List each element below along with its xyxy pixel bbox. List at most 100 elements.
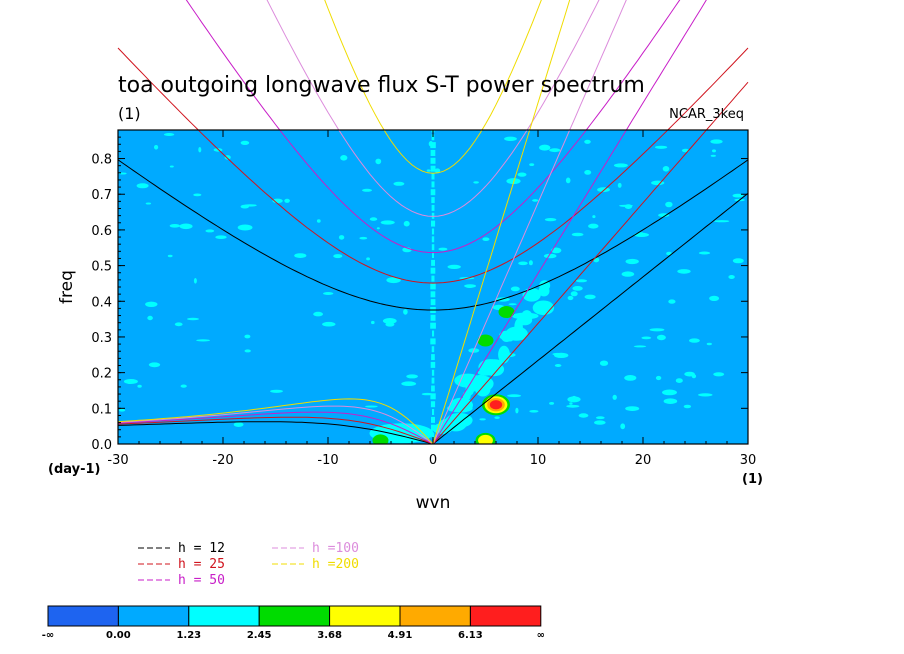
speckle — [529, 410, 539, 413]
speckle — [710, 154, 716, 157]
ridge-patch — [430, 189, 436, 196]
axis-ticks: -30 -20 -10 0 10 20 30 0.0 0.1 0.2 0.3 0.4 0.5 0.6 0.7… — [91, 130, 756, 468]
speckle — [569, 402, 573, 405]
speckle — [566, 404, 580, 408]
kelvin-curve — [432, 0, 571, 444]
speckle — [136, 183, 149, 189]
speckle — [338, 235, 345, 240]
colorbar-label: 0.00 — [106, 630, 131, 641]
speckle — [575, 279, 588, 283]
speckle — [518, 261, 528, 266]
speckle — [625, 258, 639, 265]
gravity-curve — [324, 0, 542, 174]
ridge-patch — [430, 361, 436, 368]
kelvin-curve — [432, 0, 707, 444]
speckle — [597, 187, 610, 193]
speckle — [663, 398, 678, 405]
ridge-patch — [431, 385, 435, 392]
speckle — [145, 202, 152, 205]
ridge-patch — [431, 275, 435, 282]
speckle — [543, 253, 557, 259]
y-tick-label: 0.3 — [91, 331, 112, 346]
hotspot — [489, 400, 503, 410]
x-axis-label: wvn — [416, 493, 451, 513]
chart-subtitle: (1) — [118, 104, 141, 123]
speckle — [473, 181, 479, 184]
speckle — [532, 199, 539, 202]
band-patch — [478, 378, 488, 389]
speckle — [570, 291, 578, 297]
kelvin-curve — [432, 0, 627, 444]
speckle — [517, 172, 527, 177]
legend-label: h =200 — [312, 557, 359, 572]
speckle — [333, 254, 343, 259]
gravity-curve — [185, 0, 681, 254]
speckle — [167, 254, 173, 258]
speckle — [359, 236, 368, 240]
rossby-curve — [117, 416, 434, 444]
hotspot — [478, 434, 493, 444]
ridge-patch — [431, 416, 435, 423]
speckle — [386, 277, 401, 284]
speckle — [137, 384, 142, 388]
speckle — [713, 372, 725, 377]
speckle — [595, 416, 605, 420]
speckle — [154, 145, 159, 150]
gravity-curve — [117, 159, 749, 311]
y-tick-label: 0.1 — [91, 402, 112, 417]
ridge-patch — [430, 322, 436, 329]
x-tick-label: -20 — [212, 453, 233, 468]
ridge-patch — [431, 259, 435, 266]
speckle — [179, 223, 193, 230]
ridge-patch — [431, 236, 435, 243]
band-patch — [532, 300, 555, 316]
speckle — [552, 352, 563, 356]
hotspot — [372, 434, 389, 444]
speckle — [403, 309, 408, 315]
y-axis-label: freq — [57, 270, 77, 304]
rossby-curve — [117, 398, 434, 444]
speckle — [205, 229, 215, 233]
speckle — [169, 224, 180, 228]
speckle — [369, 217, 378, 221]
x-tick-label: 0 — [429, 453, 437, 468]
speckle — [174, 322, 183, 327]
speckle — [406, 374, 418, 379]
speckle — [592, 215, 596, 219]
speckle — [148, 362, 161, 368]
ridge-patch — [431, 377, 435, 384]
speckle — [193, 278, 197, 284]
ridge-patch — [431, 369, 435, 376]
speckle — [689, 338, 700, 343]
y-tick-label: 0.7 — [91, 188, 112, 203]
speckle — [684, 371, 695, 377]
colorbar-label: -∞ — [42, 630, 54, 641]
speckle — [464, 284, 477, 288]
ridge-patch — [431, 134, 435, 141]
speckle — [588, 223, 599, 229]
ridge-patch — [431, 204, 435, 211]
speckle — [549, 148, 561, 153]
band-patch — [505, 326, 528, 341]
speckle — [655, 145, 668, 149]
speckle — [323, 292, 334, 295]
speckle — [619, 204, 633, 207]
speckle — [403, 220, 410, 227]
colorbar-swatch — [258, 605, 331, 627]
speckle — [380, 220, 395, 225]
speckle — [529, 163, 535, 167]
speckle — [240, 140, 250, 145]
speckle — [479, 418, 486, 421]
band-patch — [446, 413, 473, 428]
speckle — [382, 318, 397, 324]
speckle — [123, 379, 138, 384]
speckle — [594, 420, 606, 425]
speckle — [169, 165, 174, 168]
hotspot — [498, 305, 515, 318]
speckle — [662, 166, 670, 172]
kelvin-curve — [432, 192, 749, 444]
band-patch — [484, 362, 505, 377]
speckle — [567, 396, 581, 403]
speckle — [193, 193, 202, 197]
band-patch — [498, 345, 510, 364]
